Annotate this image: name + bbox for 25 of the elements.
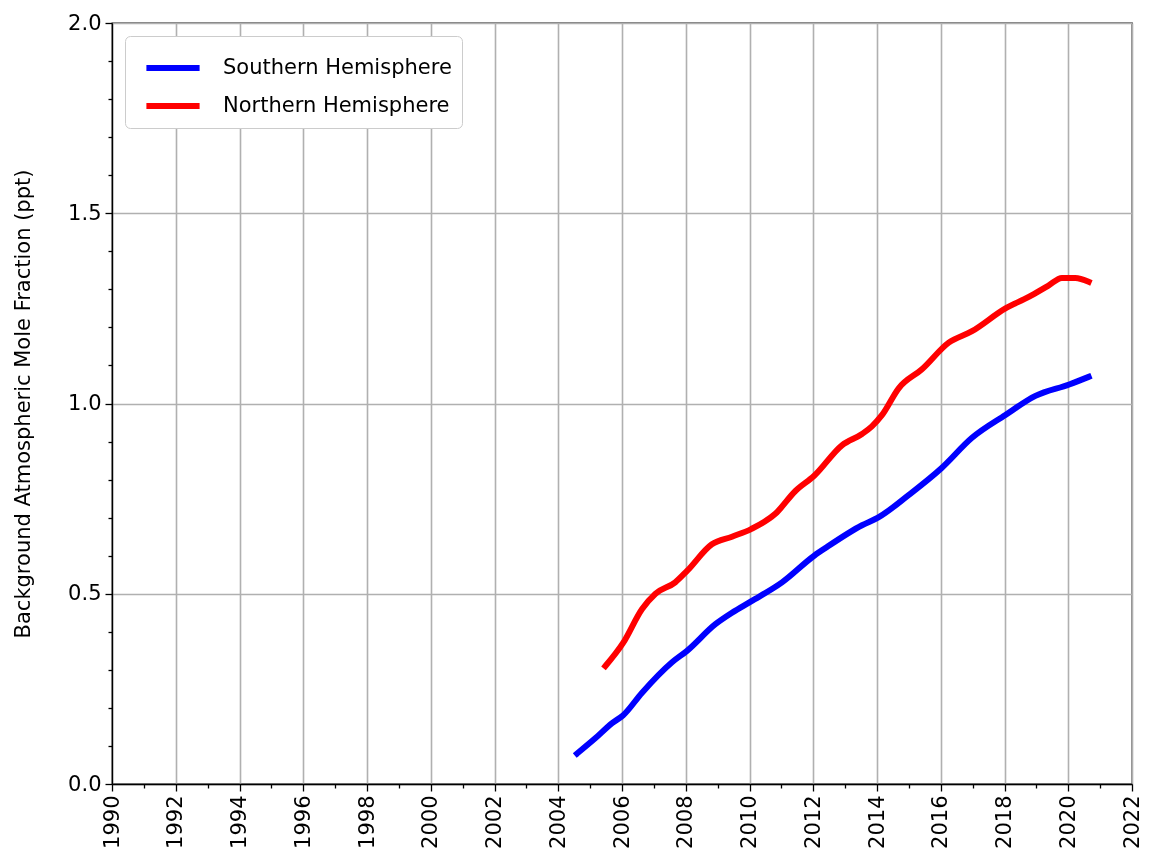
x-tick-label: 2016 <box>928 795 953 849</box>
x-tick-label: 1996 <box>290 795 315 849</box>
y-tick-label: 2.0 <box>68 10 102 35</box>
legend-label: Northern Hemisphere <box>223 93 450 117</box>
x-tick-label: 1992 <box>163 795 188 849</box>
y-tick-label: 0.5 <box>68 581 102 606</box>
x-tick-label: 2010 <box>737 795 761 849</box>
y-tick-label: 1.5 <box>68 200 102 225</box>
x-tick-label: 2008 <box>673 795 698 849</box>
y-tick-label: 0.0 <box>68 771 102 796</box>
x-tick-label: 1990 <box>99 795 124 849</box>
x-tick-label: 1998 <box>354 795 379 849</box>
y-axis-title: Background Atmospheric Mole Fraction (ppt) <box>11 169 36 639</box>
x-tick-label: 2022 <box>1119 795 1144 849</box>
x-tick-label: 2018 <box>992 795 1016 849</box>
x-tick-label: 2012 <box>800 795 825 849</box>
x-tick-label: 2020 <box>1055 795 1080 849</box>
x-tick-label: 2006 <box>609 795 634 849</box>
y-tick-label: 1.0 <box>68 391 102 415</box>
x-tick-label: 1994 <box>227 795 251 849</box>
x-tick-label: 2000 <box>418 795 443 849</box>
legend-label: Southern Hemisphere <box>223 55 452 79</box>
x-tick-label: 2014 <box>864 795 889 849</box>
x-tick-label: 2002 <box>482 795 506 849</box>
x-tick-label: 2004 <box>545 795 570 849</box>
